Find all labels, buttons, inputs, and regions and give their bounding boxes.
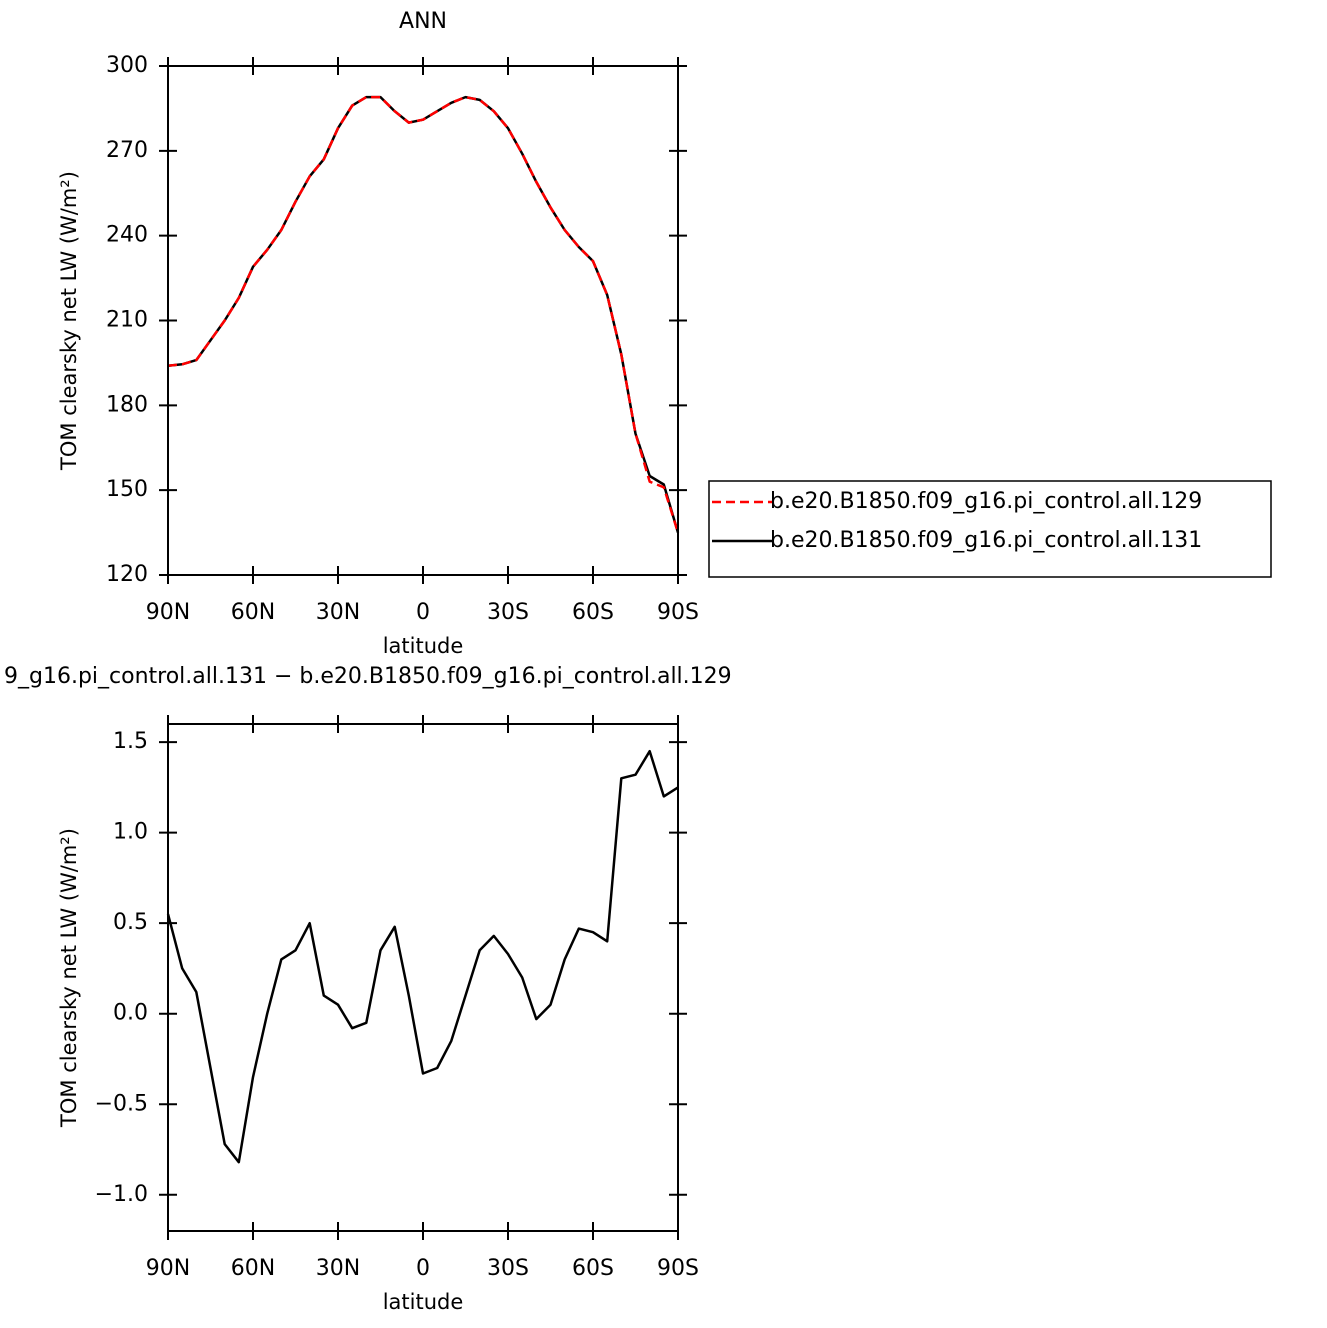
data-line: [166, 749, 679, 1164]
x-tick-label: 60S: [572, 600, 614, 625]
y-tick-label: 1.5: [113, 729, 148, 754]
x-tick-label: 90N: [146, 1256, 190, 1281]
x-tick-label: 30N: [316, 600, 360, 625]
x-tick-label: 30S: [487, 600, 529, 625]
x-tick-label: 30S: [487, 1256, 529, 1281]
y-tick-label: 0.0: [113, 1001, 148, 1026]
y-tick-label: 240: [106, 223, 148, 248]
y-axis-label: TOM clearsky net LW (W/m²): [57, 828, 81, 1128]
chart-title: 9_g16.pi_control.all.131 − b.e20.B1850.f…: [4, 664, 732, 689]
y-tick-label: 180: [106, 392, 148, 417]
legend-box: [708, 480, 1272, 578]
x-axis-label: latitude: [383, 1290, 464, 1314]
data-line: [167, 95, 680, 533]
y-tick-label: 120: [106, 562, 148, 587]
y-tick-label: 1.0: [113, 820, 148, 845]
legend-label: b.e20.B1850.f09_g16.pi_control.all.129: [770, 489, 1202, 514]
data-line: [167, 95, 680, 533]
plot-frame: [167, 723, 679, 1232]
x-tick-label: 90S: [657, 600, 699, 625]
y-tick-label: −0.5: [95, 1091, 148, 1116]
chart-title: ANN: [399, 9, 447, 34]
x-tick-label: 60S: [572, 1256, 614, 1281]
legend-label: b.e20.B1850.f09_g16.pi_control.all.131: [770, 528, 1202, 553]
y-tick-label: 270: [106, 138, 148, 163]
x-tick-label: 0: [416, 600, 430, 625]
x-tick-label: 90S: [657, 1256, 699, 1281]
plot-frame: [167, 65, 679, 576]
y-axis-label: TOM clearsky net LW (W/m²): [57, 171, 81, 471]
x-axis-label: latitude: [383, 634, 464, 658]
y-tick-label: 0.5: [113, 910, 148, 935]
x-tick-label: 0: [416, 1256, 430, 1281]
y-tick-label: 210: [106, 308, 148, 333]
x-tick-label: 60N: [231, 1256, 275, 1281]
x-tick-label: 90N: [146, 600, 190, 625]
y-tick-label: 150: [106, 477, 148, 502]
x-tick-label: 30N: [316, 1256, 360, 1281]
x-tick-label: 60N: [231, 600, 275, 625]
y-tick-label: −1.0: [95, 1182, 148, 1207]
y-tick-label: 300: [106, 53, 148, 78]
